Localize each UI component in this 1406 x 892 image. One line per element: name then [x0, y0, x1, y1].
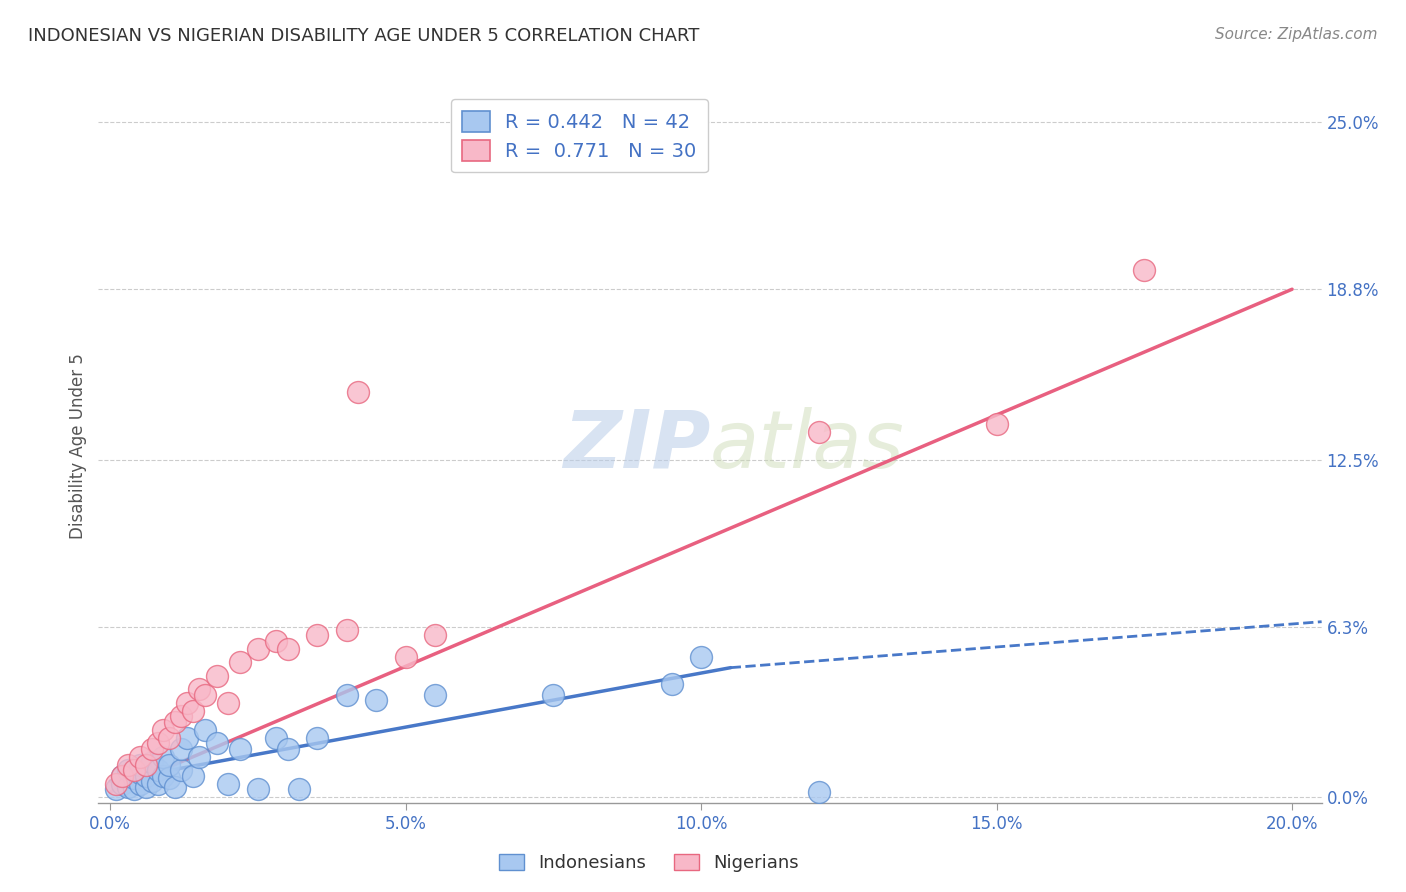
Point	[246, 641, 269, 656]
Point	[157, 758, 180, 772]
Point	[152, 769, 174, 783]
Point	[105, 782, 128, 797]
Point	[276, 641, 298, 656]
Point	[141, 756, 163, 770]
Point	[122, 764, 145, 778]
Point	[117, 758, 139, 772]
Point	[336, 623, 359, 637]
Point	[165, 780, 187, 794]
Point	[187, 749, 209, 764]
Point	[246, 782, 269, 797]
Point	[141, 774, 163, 789]
Point	[425, 628, 447, 642]
Point	[543, 688, 565, 702]
Point	[366, 693, 388, 707]
Text: atlas: atlas	[710, 407, 905, 485]
Point	[111, 769, 134, 783]
Point	[1133, 263, 1156, 277]
Point	[170, 709, 193, 723]
Point	[217, 696, 239, 710]
Point	[141, 741, 163, 756]
Point	[690, 649, 713, 664]
Point	[347, 384, 370, 399]
Point	[170, 764, 193, 778]
Point	[165, 714, 187, 729]
Point	[152, 723, 174, 737]
Text: ZIP: ZIP	[562, 407, 710, 485]
Point	[105, 777, 128, 791]
Point	[229, 741, 252, 756]
Point	[217, 777, 239, 791]
Point	[135, 769, 157, 783]
Point	[276, 741, 298, 756]
Point	[425, 688, 447, 702]
Point	[111, 777, 134, 791]
Point	[808, 785, 831, 799]
Point	[117, 780, 139, 794]
Point	[176, 696, 198, 710]
Point	[194, 688, 217, 702]
Point	[128, 777, 150, 791]
Point	[146, 777, 169, 791]
Point	[307, 731, 329, 745]
Point	[661, 677, 683, 691]
Point	[146, 764, 169, 778]
Point	[135, 780, 157, 794]
Y-axis label: Disability Age Under 5: Disability Age Under 5	[69, 353, 87, 539]
Point	[170, 741, 193, 756]
Text: Source: ZipAtlas.com: Source: ZipAtlas.com	[1215, 27, 1378, 42]
Point	[122, 782, 145, 797]
Point	[128, 749, 150, 764]
Point	[264, 633, 287, 648]
Point	[146, 736, 169, 750]
Point	[307, 628, 329, 642]
Point	[157, 772, 180, 786]
Point	[986, 417, 1008, 432]
Point	[229, 655, 252, 669]
Point	[264, 731, 287, 745]
Point	[176, 731, 198, 745]
Point	[135, 758, 157, 772]
Point	[187, 682, 209, 697]
Point	[128, 758, 150, 772]
Legend: Indonesians, Nigerians: Indonesians, Nigerians	[492, 847, 806, 880]
Point	[336, 688, 359, 702]
Point	[152, 749, 174, 764]
Point	[111, 769, 134, 783]
Point	[288, 782, 311, 797]
Point	[181, 704, 204, 718]
Point	[128, 766, 150, 780]
Point	[205, 669, 228, 683]
Point	[808, 425, 831, 440]
Point	[122, 772, 145, 786]
Point	[157, 731, 180, 745]
Point	[194, 723, 217, 737]
Point	[181, 769, 204, 783]
Text: INDONESIAN VS NIGERIAN DISABILITY AGE UNDER 5 CORRELATION CHART: INDONESIAN VS NIGERIAN DISABILITY AGE UN…	[28, 27, 700, 45]
Point	[395, 649, 418, 664]
Point	[205, 736, 228, 750]
Point	[117, 764, 139, 778]
